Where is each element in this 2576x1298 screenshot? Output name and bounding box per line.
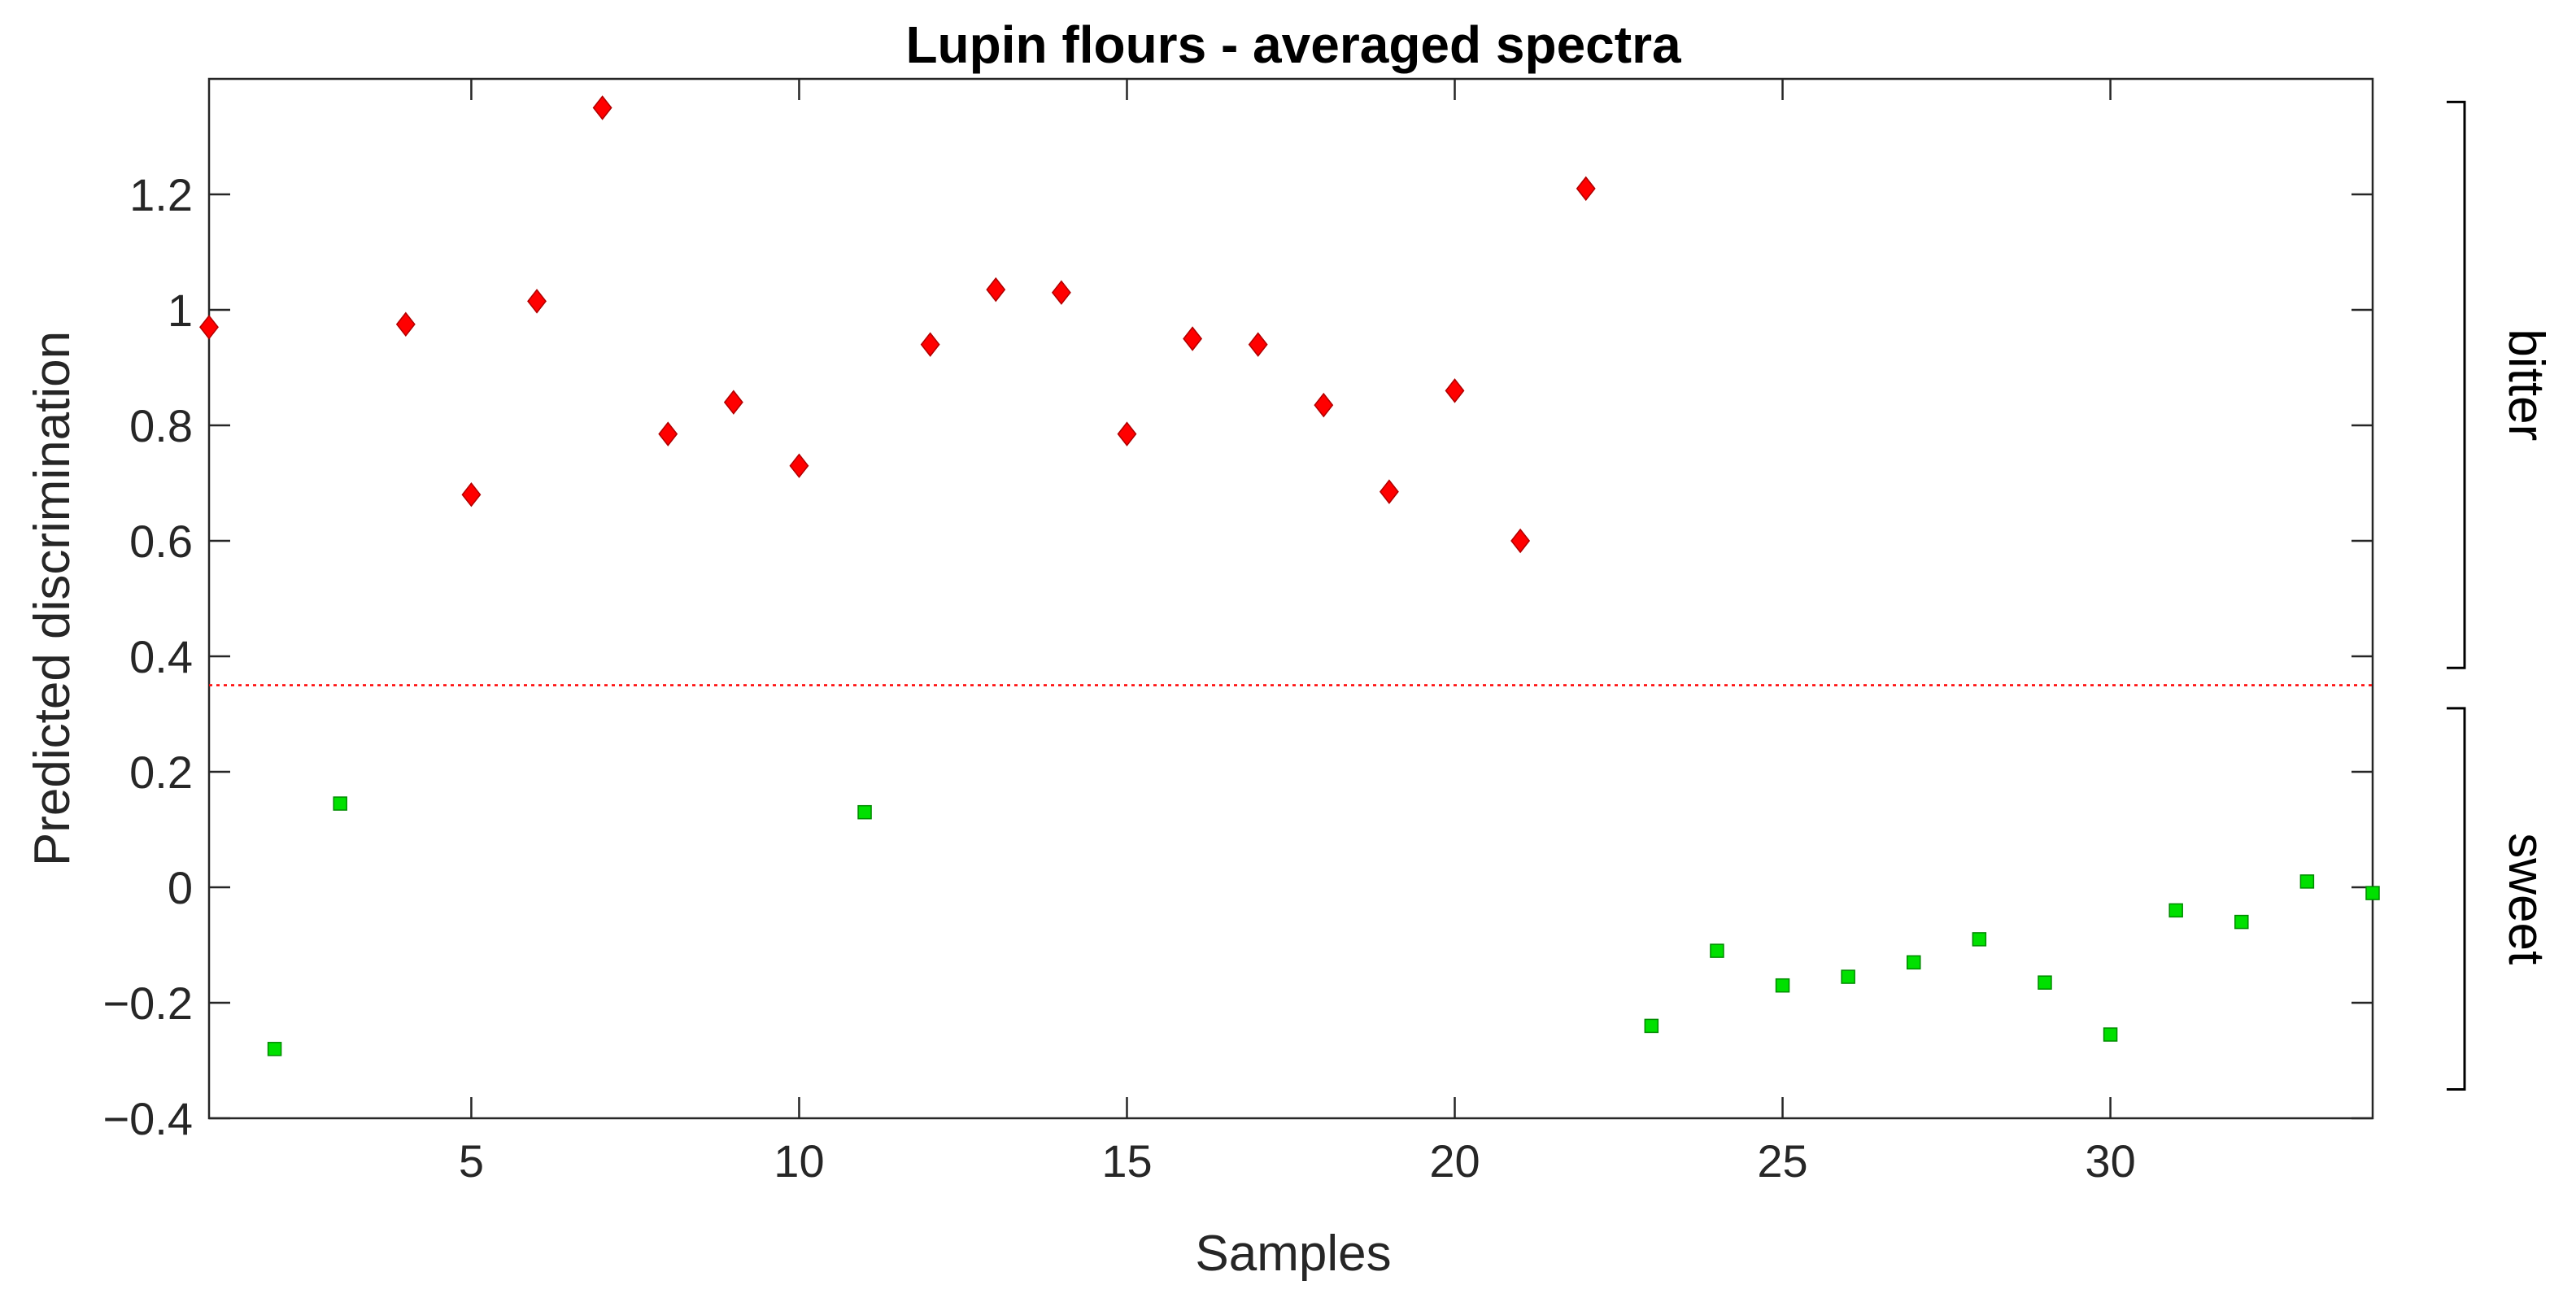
y-tick-label: 1.2 [129, 169, 193, 220]
x-tick-label: 15 [1101, 1135, 1152, 1187]
chart-title: Lupin flours - averaged spectra [905, 15, 1681, 74]
x-tick-label: 20 [1429, 1135, 1480, 1187]
y-tick-label: 0.6 [129, 516, 193, 567]
data-point-diamond [1510, 528, 1531, 554]
x-tick-label: 25 [1757, 1135, 1807, 1187]
data-point-diamond [1117, 421, 1137, 446]
data-point-square [267, 1042, 282, 1056]
x-tick-label: 30 [2085, 1135, 2135, 1187]
data-point-diamond [1248, 332, 1268, 357]
data-point-diamond [723, 390, 743, 415]
data-point-square [2103, 1027, 2118, 1042]
data-point-square [1710, 943, 1724, 958]
data-point-square [1972, 932, 1987, 947]
data-point-square [2365, 886, 2380, 900]
y-tick-label: −0.4 [102, 1093, 193, 1144]
ticks: 5 10 15 20 25 30 −0.4 −0.2 0 0.2 0.4 0.6 0.8 1 1.2 [102, 79, 2373, 1187]
y-tick-label: 1 [168, 285, 193, 336]
x-tick-label: 5 [459, 1135, 484, 1187]
data-point-diamond [1576, 176, 1596, 202]
data-point-diamond [658, 421, 678, 446]
plot-area [207, 77, 2374, 1120]
data-point-diamond [789, 453, 809, 478]
group-brackets: bitter sweet [2447, 100, 2554, 1091]
group-label: sweet [2498, 833, 2554, 965]
data-point-square [2038, 975, 2052, 990]
data-point-square [333, 796, 347, 811]
y-tick-label: 0 [168, 862, 193, 913]
y-tick-label: 0.2 [129, 747, 193, 798]
data-points [199, 95, 2380, 1056]
data-point-diamond [461, 481, 482, 507]
y-tick-label: 0.4 [129, 631, 193, 682]
group-bracket [2447, 707, 2466, 1091]
data-point-diamond [1314, 392, 1334, 418]
data-point-square [1644, 1018, 1659, 1034]
group-label: bitter [2498, 329, 2554, 441]
data-point-diamond [592, 95, 612, 120]
data-point-square [1841, 969, 1855, 984]
data-point-diamond [920, 332, 940, 357]
data-point-diamond [1051, 280, 1071, 305]
data-point-square [1775, 978, 1790, 993]
data-point-square [2168, 903, 2183, 918]
data-point-diamond [527, 289, 547, 314]
x-axis-label: Samples [1195, 1226, 1391, 1282]
data-point-square [2234, 914, 2249, 930]
data-point-square [2299, 874, 2315, 889]
data-point-diamond [986, 277, 1006, 303]
data-point-diamond [1379, 479, 1399, 504]
y-tick-label: 0.8 [129, 400, 193, 451]
data-point-diamond [395, 311, 416, 337]
group-bracket [2447, 100, 2466, 669]
data-point-square [857, 804, 872, 820]
y-axis-label: Predicted discrimination [24, 331, 81, 866]
y-tick-label: −0.2 [102, 978, 193, 1029]
data-point-diamond [199, 315, 219, 340]
data-point-square [1907, 955, 1921, 970]
data-point-diamond [1445, 378, 1465, 403]
x-tick-label: 10 [774, 1135, 824, 1187]
data-point-diamond [1183, 326, 1203, 351]
